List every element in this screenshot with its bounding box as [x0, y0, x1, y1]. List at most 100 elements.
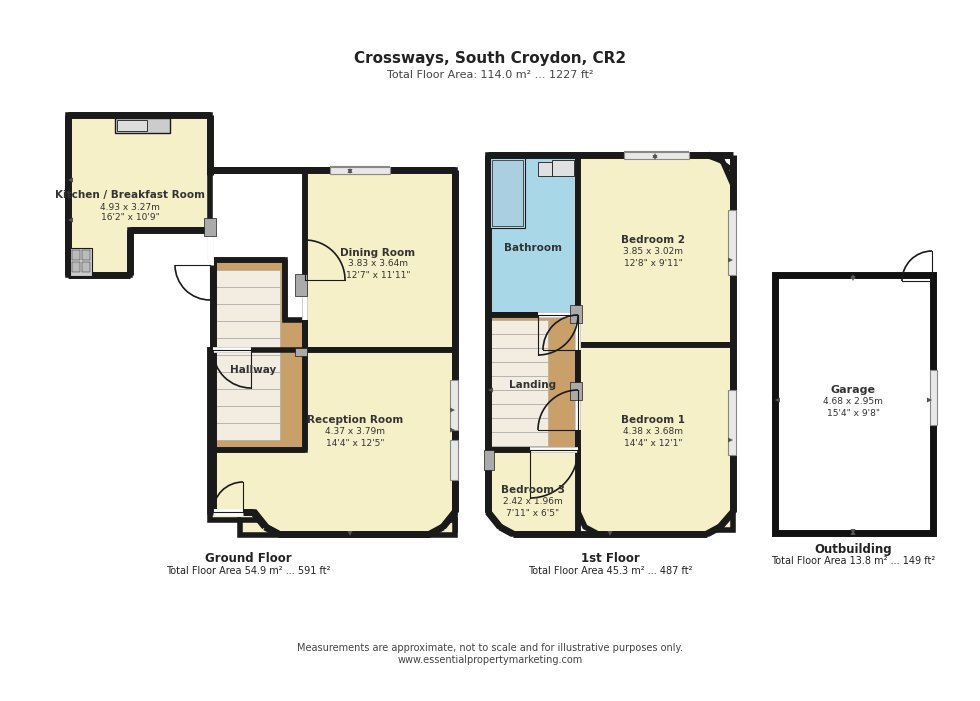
- Text: Total Floor Area 54.9 m² ... 591 ft²: Total Floor Area 54.9 m² ... 591 ft²: [166, 566, 330, 576]
- Polygon shape: [348, 169, 353, 174]
- Text: Reception Room: Reception Room: [307, 415, 403, 425]
- Polygon shape: [68, 217, 73, 222]
- Bar: [72, 262, 80, 272]
- Polygon shape: [728, 437, 733, 442]
- Bar: [728, 210, 736, 275]
- Bar: [930, 370, 937, 425]
- Bar: [492, 160, 523, 226]
- Bar: [450, 380, 458, 430]
- Polygon shape: [348, 531, 353, 536]
- Bar: [215, 287, 280, 304]
- Text: 4.93 x 3.27m: 4.93 x 3.27m: [100, 203, 160, 212]
- Bar: [82, 262, 90, 272]
- Polygon shape: [578, 155, 733, 345]
- Polygon shape: [213, 260, 305, 450]
- Text: 3.83 x 3.64m: 3.83 x 3.64m: [348, 259, 408, 268]
- Text: 4.38 x 3.68m: 4.38 x 3.68m: [623, 428, 683, 437]
- Polygon shape: [348, 168, 353, 173]
- Bar: [295, 274, 307, 296]
- Text: www.essentialpropertymarketing.com: www.essentialpropertymarketing.com: [397, 655, 583, 665]
- Polygon shape: [488, 388, 493, 393]
- Bar: [490, 334, 548, 348]
- Bar: [624, 152, 689, 159]
- Bar: [490, 320, 548, 334]
- Bar: [295, 348, 307, 356]
- Polygon shape: [851, 529, 856, 534]
- Text: Bedroom 3: Bedroom 3: [501, 485, 565, 495]
- Bar: [215, 321, 280, 338]
- Text: Dining Room: Dining Room: [340, 248, 416, 258]
- Polygon shape: [653, 155, 658, 160]
- Polygon shape: [450, 407, 455, 412]
- Text: Hallway: Hallway: [230, 365, 276, 375]
- Text: 14'4" x 12'1": 14'4" x 12'1": [623, 439, 682, 447]
- Text: Total Floor Area: 114.0 m² ... 1227 ft²: Total Floor Area: 114.0 m² ... 1227 ft²: [387, 70, 593, 80]
- Text: 3.85 x 3.02m: 3.85 x 3.02m: [623, 247, 683, 257]
- Text: 4.37 x 3.79m: 4.37 x 3.79m: [325, 428, 385, 437]
- Bar: [72, 250, 80, 260]
- Text: Total Floor Area 45.3 m² ... 487 ft²: Total Floor Area 45.3 m² ... 487 ft²: [528, 566, 692, 576]
- Bar: [484, 450, 494, 470]
- Text: Crossways, South Croydon, CR2: Crossways, South Croydon, CR2: [354, 50, 626, 65]
- Bar: [215, 423, 280, 440]
- Bar: [570, 305, 582, 323]
- Text: 1st Floor: 1st Floor: [580, 552, 639, 564]
- Bar: [82, 250, 90, 260]
- Polygon shape: [488, 450, 578, 534]
- Bar: [330, 167, 390, 174]
- Bar: [70, 248, 92, 276]
- Bar: [215, 338, 280, 355]
- Bar: [570, 382, 582, 400]
- Bar: [490, 404, 548, 418]
- Bar: [117, 120, 147, 131]
- Polygon shape: [210, 350, 455, 534]
- Text: 12'7" x 11'11": 12'7" x 11'11": [346, 271, 411, 280]
- Bar: [775, 275, 933, 533]
- Polygon shape: [775, 397, 780, 402]
- Polygon shape: [488, 315, 578, 450]
- Text: Total Floor Area 13.8 m² ... 149 ft²: Total Floor Area 13.8 m² ... 149 ft²: [771, 556, 935, 566]
- Text: Garage: Garage: [830, 385, 875, 395]
- Polygon shape: [240, 520, 455, 535]
- Bar: [215, 406, 280, 423]
- Polygon shape: [450, 428, 455, 433]
- Polygon shape: [68, 115, 210, 275]
- Text: 12'8" x 9'11": 12'8" x 9'11": [623, 259, 682, 268]
- Text: Measurements are approximate, not to scale and for illustrative purposes only.: Measurements are approximate, not to sca…: [297, 643, 683, 653]
- Polygon shape: [851, 276, 856, 281]
- Polygon shape: [578, 345, 733, 534]
- Bar: [215, 389, 280, 406]
- Text: Outbuilding: Outbuilding: [814, 543, 892, 555]
- Bar: [490, 418, 548, 432]
- Bar: [215, 304, 280, 321]
- Polygon shape: [851, 530, 856, 535]
- Polygon shape: [68, 177, 73, 182]
- Bar: [552, 160, 574, 176]
- Polygon shape: [305, 170, 455, 350]
- Polygon shape: [608, 531, 612, 536]
- Bar: [775, 275, 933, 533]
- Text: Bedroom 1: Bedroom 1: [621, 415, 685, 425]
- Bar: [490, 362, 548, 376]
- Polygon shape: [578, 345, 733, 530]
- Polygon shape: [488, 155, 578, 315]
- Bar: [490, 348, 548, 362]
- Polygon shape: [653, 153, 658, 158]
- Text: 16'2" x 10'9": 16'2" x 10'9": [101, 214, 160, 222]
- Text: Bedroom 2: Bedroom 2: [621, 235, 685, 245]
- Text: Bathroom: Bathroom: [504, 243, 562, 253]
- Bar: [215, 355, 280, 372]
- Bar: [538, 162, 552, 176]
- Text: 7'11" x 6'5": 7'11" x 6'5": [507, 508, 560, 517]
- Bar: [215, 270, 280, 287]
- Text: Kitchen / Breakfast Room: Kitchen / Breakfast Room: [55, 190, 205, 200]
- Text: Ground Floor: Ground Floor: [205, 552, 291, 564]
- Polygon shape: [851, 274, 856, 279]
- Text: 15'4" x 9'8": 15'4" x 9'8": [826, 409, 879, 418]
- Polygon shape: [927, 397, 932, 402]
- Text: Landing: Landing: [510, 380, 557, 390]
- Text: 4.68 x 2.95m: 4.68 x 2.95m: [823, 397, 883, 407]
- Polygon shape: [210, 350, 455, 530]
- Bar: [215, 372, 280, 389]
- Bar: [450, 440, 458, 480]
